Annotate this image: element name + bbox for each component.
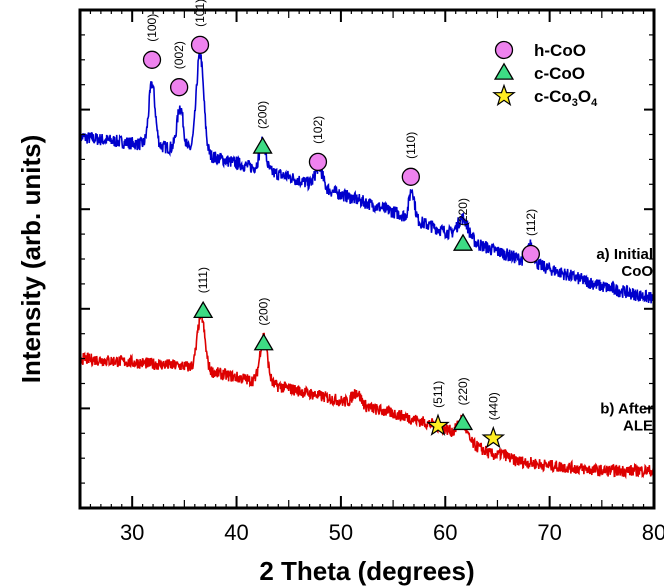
x-tick-label: 50 — [329, 520, 353, 545]
peak-hkl-label: (101) — [193, 0, 207, 27]
axis-layer: 30 40 50 60 70 80 — [79, 9, 664, 545]
star-marker — [481, 425, 506, 449]
triangle-marker — [253, 333, 274, 351]
triangle-marker — [193, 300, 214, 319]
circle-marker — [142, 50, 162, 69]
star-marker — [426, 413, 450, 436]
legend-triangle-marker — [493, 62, 515, 80]
peak-hkl-label: (440) — [486, 392, 500, 420]
triangle-marker — [252, 136, 273, 154]
peak-hkl-label: (200) — [257, 298, 271, 326]
circle-marker — [521, 244, 541, 264]
x-tick-label: 70 — [537, 520, 561, 545]
peak-hkl-label: (200) — [256, 101, 270, 129]
peak-hkl-label: (100) — [145, 14, 159, 42]
series-line-2 — [80, 307, 654, 480]
series-label-1: a) Initial — [596, 246, 653, 263]
legend: h-CoO c-CoO c-Co3O4 — [492, 40, 598, 109]
circle-marker — [401, 167, 420, 186]
x-tick-label: 60 — [433, 520, 457, 545]
circle-marker — [190, 35, 210, 55]
series-label-2: b) After — [600, 400, 653, 417]
circle-marker — [308, 152, 328, 172]
plot-frame — [78, 8, 656, 510]
peak-hkl-label: (112) — [524, 209, 538, 236]
series-layer — [80, 49, 654, 480]
peak-hkl-label: (110) — [404, 132, 418, 159]
y-axis-title: Intensity (arb. units) — [16, 135, 46, 383]
x-tick-label: 40 — [224, 520, 248, 545]
series-line-1 — [80, 49, 654, 304]
legend-label: c-CoO — [534, 64, 585, 83]
triangle-marker — [452, 233, 474, 251]
peak-hkl-label: (220) — [456, 377, 470, 405]
series-label-1: CoO — [621, 263, 653, 280]
legend-circle-marker — [494, 40, 514, 60]
peak-hkl-label: (511) — [431, 381, 445, 408]
x-tick-label: 30 — [120, 520, 144, 545]
circle-marker — [169, 78, 189, 97]
legend-star-marker — [492, 83, 516, 107]
x-axis-title: 2 Theta (degrees) — [259, 556, 474, 586]
peak-hkl-label: (102) — [311, 116, 325, 144]
triangle-marker — [452, 412, 474, 431]
legend-label: c-Co3O4 — [534, 87, 598, 109]
x-tick-label: 80 — [642, 520, 664, 545]
peak-hkl-label: (002) — [172, 41, 186, 69]
peak-hkl-label: (220) — [456, 198, 470, 226]
series-label-2: ALE — [623, 417, 653, 434]
legend-label: h-CoO — [534, 41, 586, 60]
peak-hkl-label: (111) — [196, 267, 210, 293]
